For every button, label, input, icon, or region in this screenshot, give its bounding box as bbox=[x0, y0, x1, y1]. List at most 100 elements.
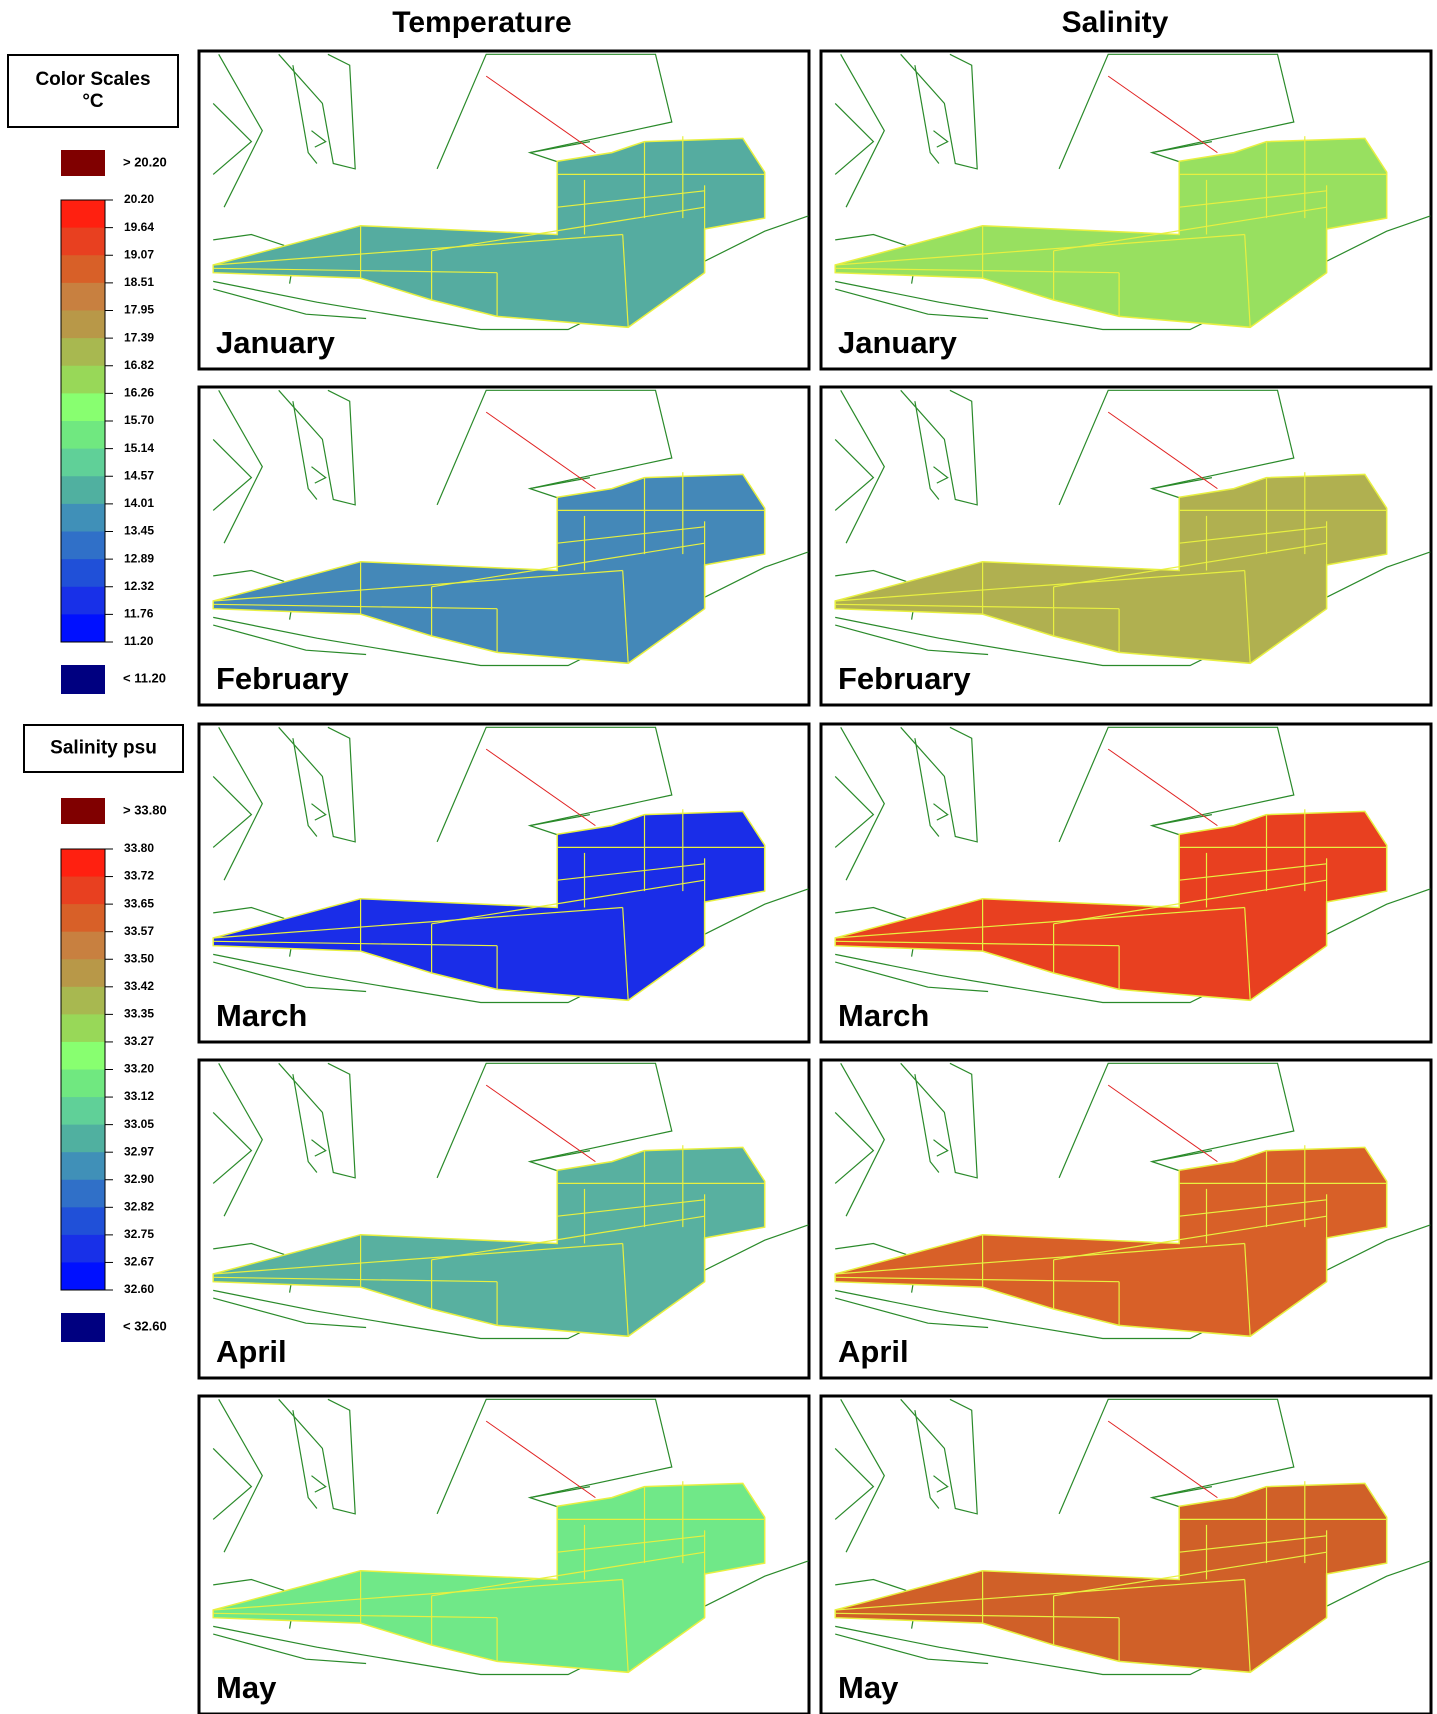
legend-tick-label: 11.20 bbox=[124, 634, 154, 648]
legend-swatch bbox=[61, 338, 105, 367]
map-panel: January bbox=[197, 49, 811, 371]
map-outline bbox=[278, 389, 356, 506]
map-outline bbox=[529, 1150, 591, 1163]
map-outline bbox=[900, 389, 978, 506]
map-outline bbox=[835, 288, 989, 320]
grid-cell-line bbox=[431, 206, 705, 252]
legend-over-label: > 20.20 bbox=[123, 154, 167, 169]
map-outline bbox=[835, 1242, 907, 1255]
grid-cell-line bbox=[1053, 879, 1327, 925]
map-panel: April bbox=[197, 1058, 811, 1380]
grid-cell-line bbox=[835, 1578, 1245, 1611]
map-outline bbox=[1058, 1398, 1295, 1515]
grid-cell-line bbox=[835, 1612, 1120, 1619]
map-panel: March bbox=[197, 722, 811, 1044]
legend-tick-label: 15.70 bbox=[124, 413, 154, 427]
grid-cell-line bbox=[1244, 234, 1251, 328]
map-outline bbox=[529, 477, 591, 490]
grid-cell-line bbox=[213, 267, 498, 274]
legend-swatch bbox=[61, 1152, 105, 1181]
map-outline bbox=[292, 401, 318, 500]
legend-swatch bbox=[61, 1124, 105, 1153]
grid-cell-line bbox=[213, 940, 498, 947]
map-outline bbox=[835, 215, 1431, 331]
transect-line bbox=[485, 748, 596, 827]
map-outline bbox=[834, 1111, 875, 1184]
column-header: Salinity bbox=[1062, 6, 1169, 39]
grid-cell-line bbox=[213, 569, 623, 602]
legend-over-label: > 33.80 bbox=[123, 802, 167, 817]
map-outline bbox=[213, 288, 367, 320]
map-outline bbox=[834, 438, 875, 511]
map-outline bbox=[311, 1475, 327, 1493]
map-outline bbox=[278, 53, 356, 170]
map-outline bbox=[213, 551, 809, 667]
grid-cell-line bbox=[835, 233, 1245, 266]
legend-tick-label: 33.65 bbox=[124, 896, 154, 910]
legend-title: °C bbox=[82, 91, 104, 112]
transect-line bbox=[485, 1420, 596, 1499]
map-panel: March bbox=[819, 722, 1433, 1044]
legend-swatch bbox=[61, 393, 105, 422]
grid-cell-line bbox=[622, 1243, 629, 1337]
map-outline bbox=[835, 624, 989, 656]
grid-cell-line bbox=[431, 879, 705, 925]
legend-tick-label: 33.35 bbox=[124, 1007, 154, 1021]
grid-cell-line bbox=[1179, 1199, 1327, 1217]
legend-tick-label: 12.89 bbox=[124, 551, 154, 565]
legend-tick-label: 32.60 bbox=[124, 1282, 154, 1296]
grid-cell-line bbox=[1244, 1243, 1251, 1337]
map-outline bbox=[213, 961, 367, 993]
legend-tick-label: 33.80 bbox=[124, 841, 154, 855]
grid-cell-line bbox=[1053, 1215, 1327, 1261]
month-label: January bbox=[216, 325, 336, 360]
legend-tick-label: 32.67 bbox=[124, 1255, 154, 1269]
month-label: April bbox=[216, 1334, 287, 1369]
map-outline bbox=[292, 1074, 318, 1173]
legend-swatch bbox=[61, 1234, 105, 1263]
legend-tick-label: 16.82 bbox=[124, 358, 154, 372]
transect-line bbox=[1107, 748, 1218, 827]
grid-cell-line bbox=[557, 863, 705, 881]
map-outline bbox=[900, 726, 978, 843]
map-outline bbox=[933, 803, 949, 821]
grid-cell-line bbox=[1053, 1551, 1327, 1597]
grid-cell-line bbox=[835, 1276, 1120, 1283]
grid-cell-line bbox=[835, 940, 1120, 947]
legend-over-swatch bbox=[61, 798, 105, 824]
column-header: Temperature bbox=[392, 6, 572, 39]
legend-title-box bbox=[23, 724, 184, 773]
legend-under-swatch bbox=[61, 665, 105, 694]
transect-line bbox=[485, 75, 596, 154]
legend-swatch bbox=[61, 876, 105, 905]
map-outline bbox=[835, 1560, 1431, 1676]
map-outline bbox=[213, 1297, 367, 1329]
grid-cell-line bbox=[213, 233, 623, 266]
map-panel: February bbox=[197, 385, 811, 707]
legend-tick-label: 32.90 bbox=[124, 1172, 154, 1186]
map-outline bbox=[436, 726, 673, 843]
legend-swatch bbox=[61, 282, 105, 311]
grid-cell-line bbox=[622, 907, 629, 1001]
legend-under-swatch bbox=[61, 1313, 105, 1342]
legend-tick-label: 14.01 bbox=[124, 496, 154, 510]
legend-swatch bbox=[61, 1069, 105, 1098]
legend-swatch bbox=[61, 1041, 105, 1070]
map-outline bbox=[292, 65, 318, 164]
map-outline bbox=[1151, 1486, 1213, 1499]
map-outline bbox=[218, 1063, 263, 1217]
month-label: January bbox=[838, 325, 958, 360]
model-domain bbox=[834, 1482, 1388, 1674]
grid-cell-line bbox=[1179, 526, 1327, 544]
map-outline bbox=[218, 54, 263, 208]
grid-cell-line bbox=[1179, 190, 1327, 208]
model-domain bbox=[834, 810, 1388, 1002]
legend-swatch bbox=[61, 1262, 105, 1291]
grid-cell-line bbox=[835, 906, 1245, 939]
map-outline bbox=[213, 1578, 285, 1591]
map-outline bbox=[278, 1398, 356, 1515]
map-outline bbox=[278, 726, 356, 843]
map-outline bbox=[835, 961, 989, 993]
legend-tick-label: 16.26 bbox=[124, 386, 154, 400]
map-outline bbox=[835, 1578, 907, 1591]
